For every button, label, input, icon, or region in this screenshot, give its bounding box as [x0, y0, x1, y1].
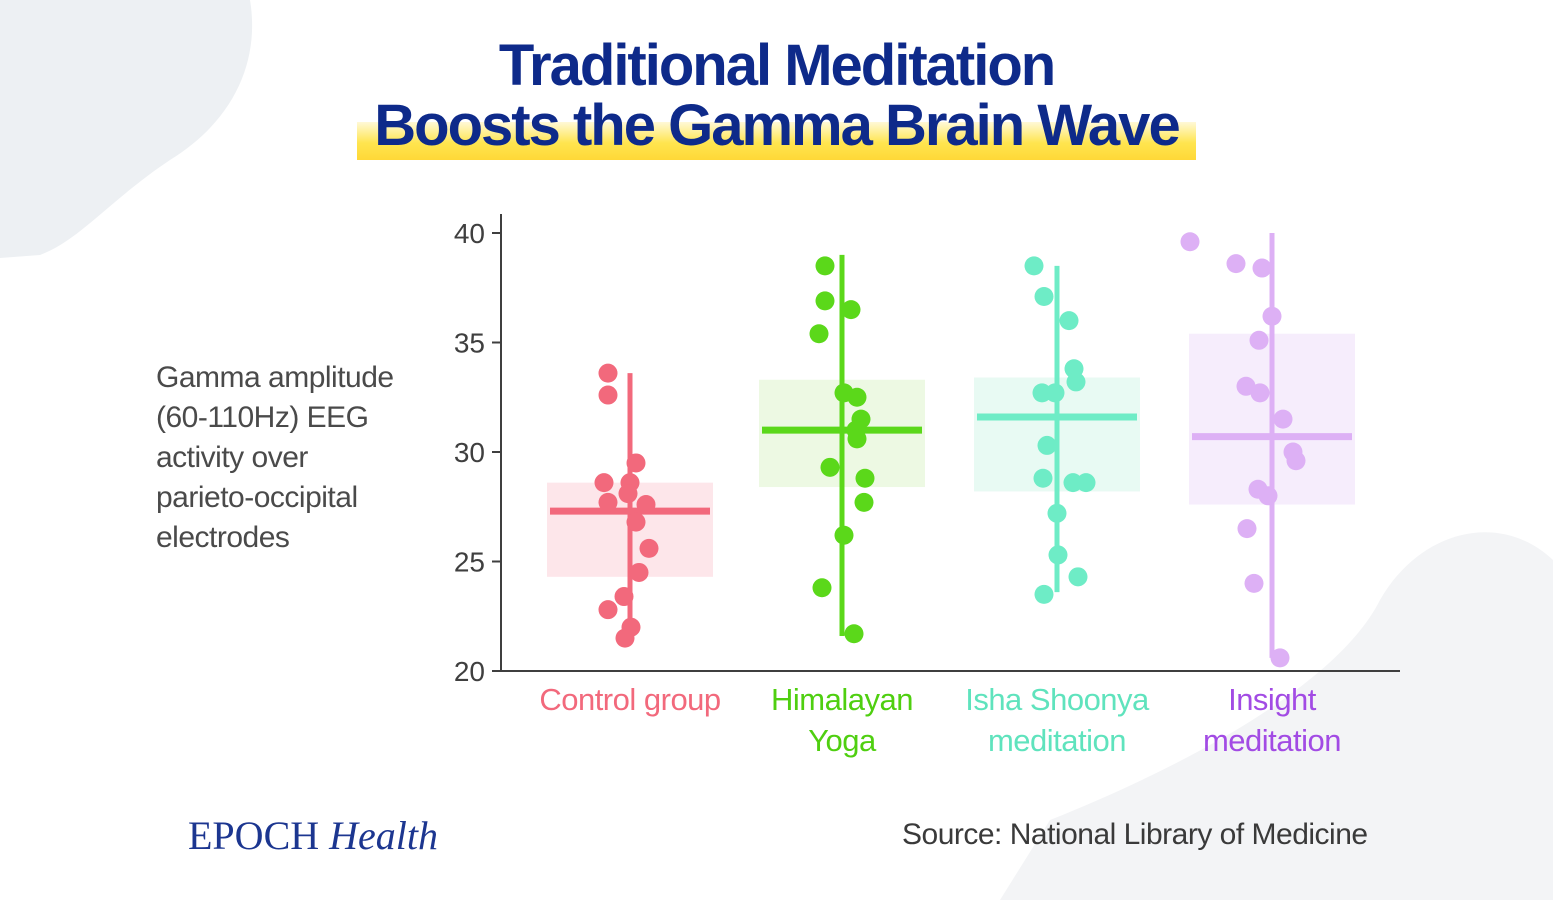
category-label: Himalayan [771, 682, 913, 717]
category-label: meditation [1203, 723, 1341, 758]
data-point [1059, 311, 1079, 331]
data-point [626, 512, 646, 532]
y-tick-label: 35 [454, 328, 485, 359]
y-axis-label-line: parieto-occipital [156, 481, 358, 514]
data-point [1063, 473, 1083, 493]
data-point [812, 578, 832, 598]
data-point [1034, 584, 1054, 604]
data-point [1237, 519, 1257, 539]
data-point [614, 587, 634, 607]
title-line-2: Boosts the Gamma Brain Wave [374, 93, 1180, 158]
data-point [1180, 232, 1200, 252]
chart-title: Traditional Meditation Boosts the Gamma … [0, 36, 1553, 156]
data-point [1252, 258, 1272, 278]
data-point [844, 624, 864, 644]
data-point [1250, 383, 1270, 403]
y-tick-label: 25 [454, 547, 485, 578]
data-point [1037, 435, 1057, 455]
y-tick-label: 40 [454, 218, 485, 249]
data-point [854, 492, 874, 512]
data-point [815, 291, 835, 311]
y-tick-label: 20 [454, 656, 485, 687]
title-highlight [357, 122, 1196, 160]
data-point [834, 525, 854, 545]
data-point [618, 484, 638, 504]
data-point [629, 562, 649, 582]
title-line-1: Traditional Meditation [498, 33, 1056, 98]
y-axis-label-line: Gamma amplitude [156, 361, 394, 394]
data-point [598, 600, 618, 620]
data-point [841, 300, 861, 320]
data-point [1032, 383, 1052, 403]
category-label: Isha Shoonya [965, 682, 1150, 717]
category-label: meditation [988, 723, 1126, 758]
data-point [1258, 486, 1278, 506]
category-label: Control group [539, 682, 720, 717]
data-point [809, 324, 829, 344]
data-point [1076, 473, 1096, 493]
data-point [1273, 409, 1293, 429]
y-tick-label: 30 [454, 437, 485, 468]
brand-part-2: Health [329, 813, 439, 858]
data-point [1034, 287, 1054, 307]
data-point [847, 429, 867, 449]
y-axis-label: Gamma amplitude (60-110Hz) EEG activity … [156, 358, 436, 558]
data-point [626, 453, 646, 473]
brand-logo: EPOCH Health [188, 812, 438, 859]
data-point [1068, 567, 1088, 587]
data-point [815, 256, 835, 276]
data-point [1244, 573, 1264, 593]
data-point [1045, 383, 1065, 403]
data-point [1249, 330, 1269, 350]
data-point [1066, 372, 1086, 392]
data-point [1047, 503, 1067, 523]
y-axis-label-line: electrodes [156, 521, 290, 554]
source-note: Source: National Library of Medicine [902, 818, 1368, 851]
y-axis-label-line: activity over [156, 441, 308, 474]
data-point [598, 363, 618, 383]
data-point [855, 468, 875, 488]
data-point [820, 457, 840, 477]
data-point [594, 473, 614, 493]
y-axis-label-line: (60-110Hz) EEG [156, 401, 369, 434]
data-point [1286, 451, 1306, 471]
brand-part-1: EPOCH [188, 813, 320, 858]
data-point [1048, 545, 1068, 565]
data-point [598, 492, 618, 512]
data-point [847, 387, 867, 407]
data-point [1226, 254, 1246, 274]
data-point [1033, 468, 1053, 488]
data-point [636, 495, 656, 515]
data-point [1270, 648, 1290, 668]
data-point [1024, 256, 1044, 276]
data-point [1262, 306, 1282, 326]
category-label: Yoga [808, 723, 877, 758]
data-point [639, 538, 659, 558]
category-label: Insight [1228, 682, 1317, 717]
data-point [615, 628, 635, 648]
data-point [598, 385, 618, 405]
